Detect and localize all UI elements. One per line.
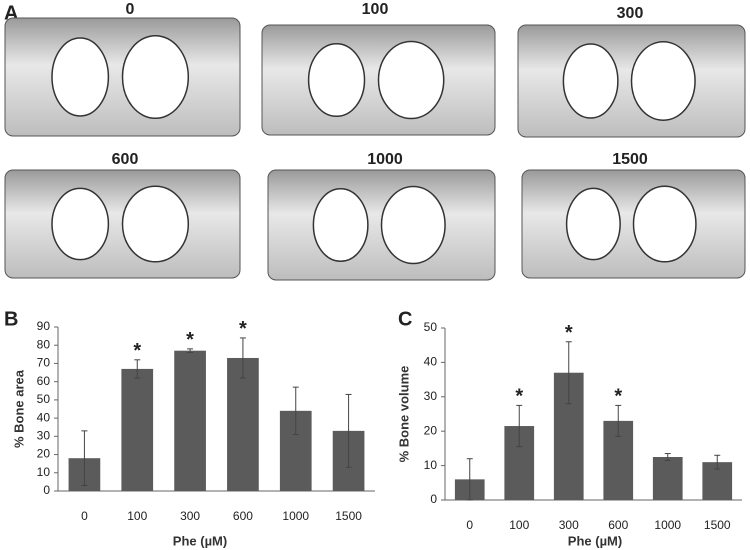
- panel-label: B: [4, 308, 18, 330]
- bar: [174, 350, 206, 491]
- bar: [652, 457, 683, 500]
- image-label: 600: [112, 151, 139, 168]
- x-tick-label: 600: [233, 509, 253, 523]
- significance-marker: *: [239, 318, 247, 340]
- y-tick-label: 20: [424, 423, 438, 437]
- y-tick-label: 30: [37, 429, 51, 443]
- defect: [51, 37, 110, 117]
- y-tick-label: 70: [37, 356, 51, 370]
- defect: [565, 187, 621, 261]
- defect: [121, 34, 190, 120]
- image-label: 100: [362, 1, 389, 18]
- x-tick-label: 0: [466, 518, 473, 532]
- defect: [312, 187, 369, 263]
- y-tick-label: 0: [43, 483, 50, 497]
- significance-marker: *: [565, 322, 573, 344]
- defect: [380, 185, 446, 265]
- defect: [377, 40, 445, 120]
- bar: [227, 357, 259, 491]
- x-axis-title: Phe (µM): [568, 533, 622, 548]
- y-axis-title: % Bone volume: [396, 366, 411, 463]
- y-tick-label: 30: [424, 389, 438, 403]
- x-tick-label: 1500: [335, 509, 362, 523]
- x-tick-label: 300: [559, 518, 579, 532]
- y-tick-label: 60: [37, 374, 51, 388]
- y-tick-label: 50: [37, 392, 51, 406]
- x-tick-label: 100: [127, 509, 147, 523]
- defect: [51, 187, 110, 261]
- significance-marker: *: [515, 386, 523, 408]
- x-tick-label: 1000: [654, 518, 681, 532]
- defect: [121, 185, 190, 263]
- y-tick-label: 90: [37, 319, 51, 333]
- x-tick-label: 1000: [282, 509, 309, 523]
- y-tick-label: 0: [430, 492, 437, 506]
- defect: [307, 42, 366, 118]
- x-tick-label: 1500: [704, 518, 731, 532]
- y-tick-label: 80: [37, 337, 51, 351]
- defect: [630, 41, 696, 121]
- significance-marker: *: [614, 386, 622, 408]
- y-tick-label: 40: [37, 410, 51, 424]
- bar: [121, 368, 154, 491]
- image-label: 1000: [367, 151, 403, 168]
- x-tick-label: 600: [608, 518, 628, 532]
- significance-marker: *: [186, 329, 194, 351]
- x-tick-label: 300: [180, 509, 200, 523]
- image-label: 0: [126, 1, 135, 18]
- significance-marker: *: [133, 340, 141, 362]
- image-label: 300: [617, 5, 644, 22]
- panel-label: C: [398, 308, 412, 330]
- defect: [632, 185, 697, 263]
- image-label: 1500: [612, 151, 648, 168]
- x-tick-label: 0: [81, 509, 88, 523]
- y-tick-label: 10: [37, 465, 51, 479]
- y-axis-title: % Bone area: [11, 369, 26, 448]
- y-tick-label: 50: [424, 320, 438, 334]
- y-tick-label: 40: [424, 355, 438, 369]
- y-tick-label: 20: [37, 447, 51, 461]
- x-tick-label: 100: [509, 518, 529, 532]
- x-axis-title: Phe (µM): [173, 533, 227, 548]
- y-tick-label: 10: [424, 458, 438, 472]
- defect: [562, 43, 619, 119]
